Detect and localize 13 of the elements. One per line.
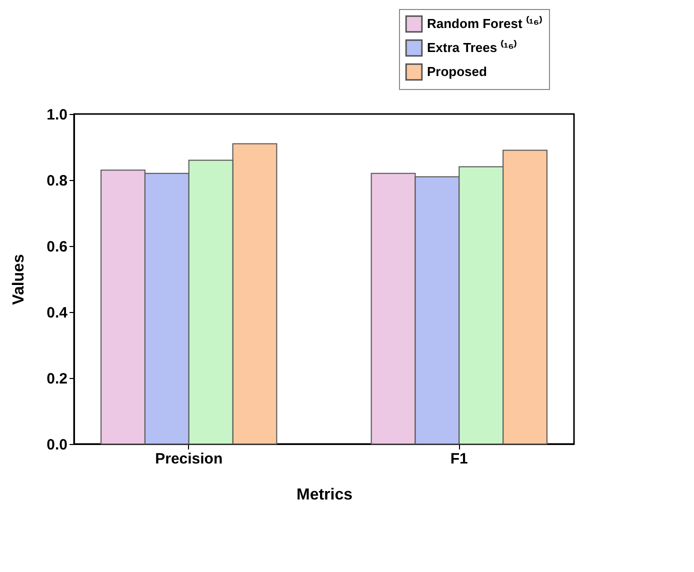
y-tick-label: 1.0 xyxy=(46,106,68,124)
y-tick-label: 0.4 xyxy=(46,304,68,322)
y-tick-label: 0.8 xyxy=(46,172,68,190)
x-tick-label: F1 xyxy=(450,450,468,468)
legend-label: Extra Trees ⁽¹⁶⁾ xyxy=(427,39,518,55)
y-tick-label: 0.0 xyxy=(46,436,68,454)
y-tick-label: 0.2 xyxy=(46,370,68,388)
y-tick-label: 0.6 xyxy=(46,238,68,256)
x-axis-title: Metrics xyxy=(296,486,353,504)
legend-label: Proposed xyxy=(427,64,488,79)
y-axis-title: Values xyxy=(10,254,28,305)
legend-label: Random Forest ⁽¹⁶⁾ xyxy=(427,15,542,31)
x-tick-label: Precision xyxy=(155,450,223,468)
